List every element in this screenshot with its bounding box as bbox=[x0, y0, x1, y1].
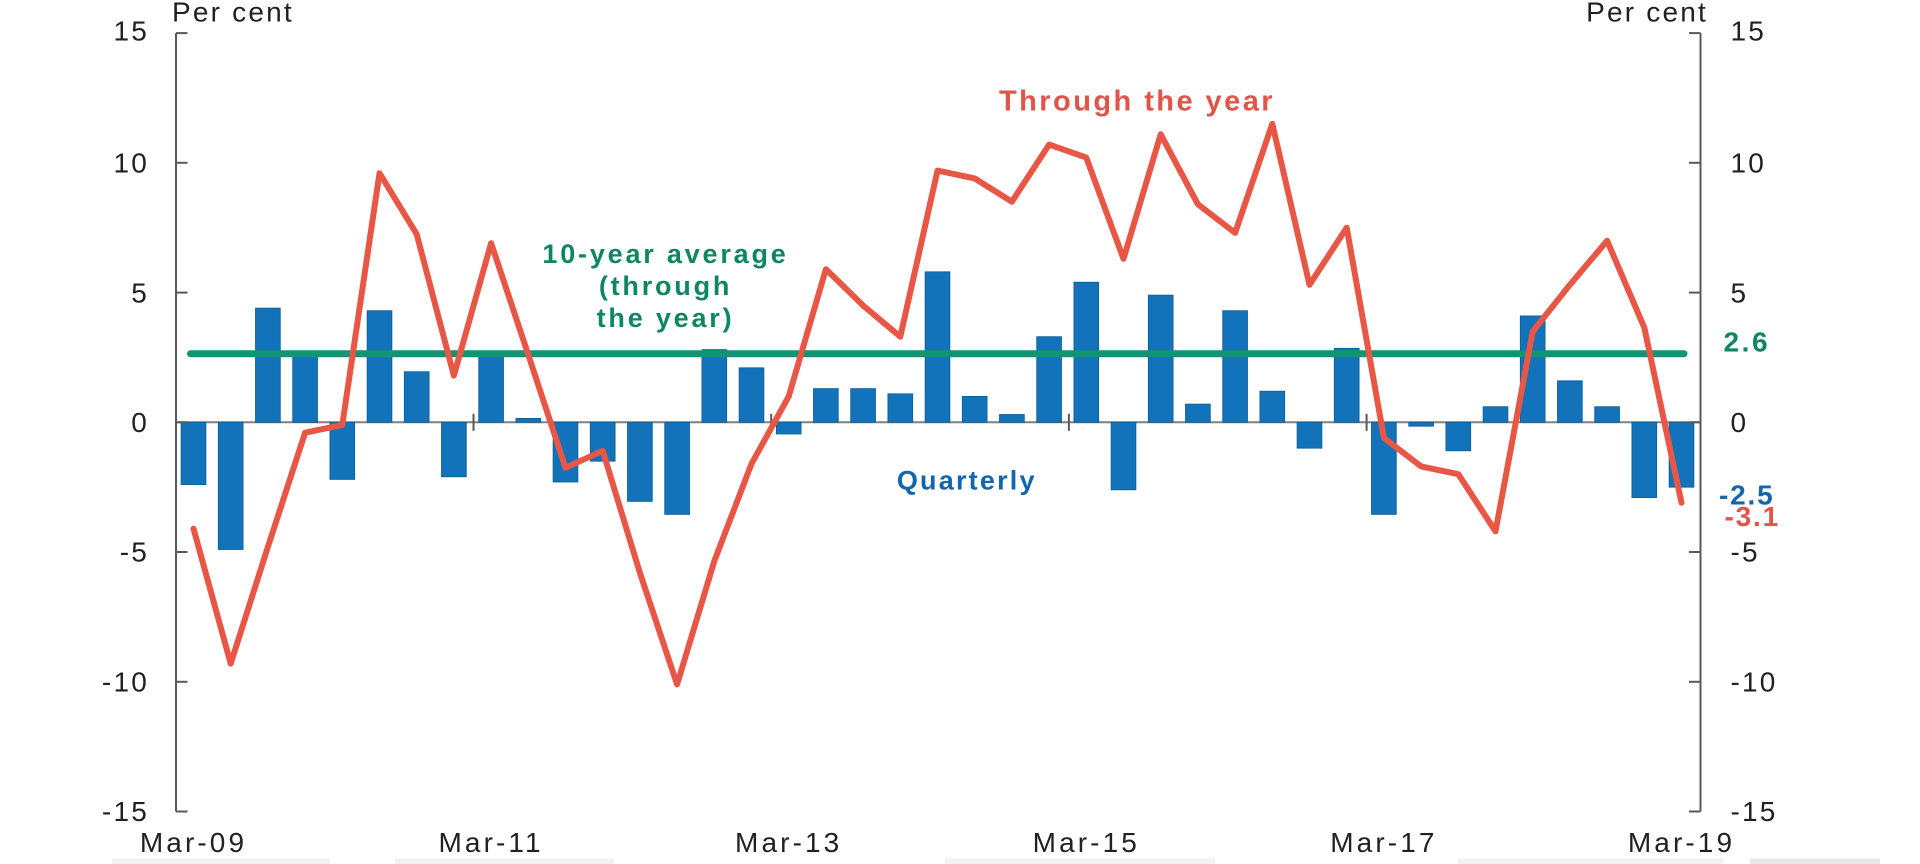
svg-text:the year): the year) bbox=[597, 303, 735, 333]
svg-text:15: 15 bbox=[113, 16, 149, 47]
svg-text:2.6: 2.6 bbox=[1724, 327, 1771, 358]
svg-text:-2.5: -2.5 bbox=[1719, 480, 1774, 511]
svg-text:10-year average: 10-year average bbox=[542, 239, 788, 269]
svg-text:-10: -10 bbox=[102, 667, 149, 698]
svg-text:0: 0 bbox=[131, 407, 149, 438]
svg-text:Mar-13: Mar-13 bbox=[735, 827, 842, 858]
svg-text:5: 5 bbox=[1731, 277, 1749, 308]
svg-text:-15: -15 bbox=[102, 796, 149, 827]
svg-text:Mar-19: Mar-19 bbox=[1628, 827, 1735, 858]
svg-text:-5: -5 bbox=[1731, 537, 1760, 568]
svg-text:Per cent: Per cent bbox=[1586, 0, 1708, 28]
svg-text:10: 10 bbox=[113, 148, 149, 179]
svg-text:5: 5 bbox=[131, 277, 149, 308]
svg-text:Through the year: Through the year bbox=[999, 86, 1275, 118]
svg-text:Mar-17: Mar-17 bbox=[1330, 827, 1437, 858]
svg-text:-5: -5 bbox=[120, 537, 149, 568]
svg-text:15: 15 bbox=[1731, 16, 1767, 47]
svg-text:-3.1: -3.1 bbox=[1725, 501, 1780, 532]
svg-text:Mar-11: Mar-11 bbox=[438, 827, 543, 858]
svg-text:0: 0 bbox=[1731, 407, 1749, 438]
svg-text:10: 10 bbox=[1731, 148, 1767, 179]
svg-text:Quarterly: Quarterly bbox=[897, 466, 1037, 496]
svg-text:(through: (through bbox=[599, 271, 732, 301]
svg-text:Mar-09: Mar-09 bbox=[140, 827, 247, 858]
svg-text:Per cent: Per cent bbox=[172, 0, 294, 28]
svg-text:-15: -15 bbox=[1731, 796, 1778, 827]
svg-text:-10: -10 bbox=[1731, 667, 1778, 698]
svg-text:Mar-15: Mar-15 bbox=[1033, 827, 1140, 858]
